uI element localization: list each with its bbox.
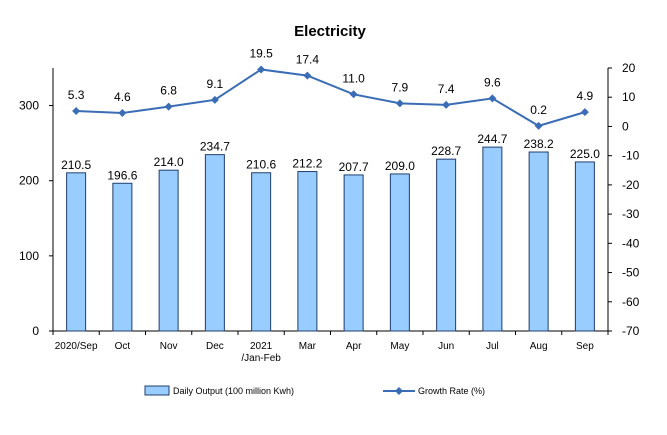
growth-rate-label: 4.6 [114,90,131,104]
left-axis-tick-label: 200 [19,174,39,188]
bar-series: 210.5 196.6 214.0 234.7 210.6 212.2 207.7 209.0… [61,132,600,332]
x-axis-tick-label: Sep [576,341,594,352]
bar [528,151,549,332]
growth-rate-label: 19.5 [249,46,273,60]
bar-value-label: 207.7 [339,160,369,174]
growth-rate-marker [164,102,173,111]
growth-rate-marker [442,100,451,109]
bar-value-label: 225.0 [570,147,600,161]
growth-rate-label: 6.8 [160,84,177,98]
bar [251,172,272,332]
bar [482,146,503,332]
right-axis-tick-label: 10 [622,90,636,104]
growth-rate-label: 0.2 [530,103,547,117]
growth-rate-line [76,68,586,127]
right-axis-tick-label: -50 [622,266,640,280]
bar [297,171,318,332]
bar-value-label: 228.7 [431,144,461,158]
growth-rate-label: 17.4 [296,53,320,67]
x-axis-tick-label: Aug [530,341,548,352]
bar [158,169,179,332]
growth-rate-label: 7.4 [438,82,455,96]
x-axis-tick-label: Jul [486,341,499,352]
bar-value-label: 212.2 [292,157,322,171]
growth-rate-label: 5.3 [68,88,85,102]
growth-rate-marker [534,121,543,130]
growth-rate-marker [395,99,404,108]
bar [204,154,225,332]
bar-value-label: 214.0 [154,155,184,169]
legend: Daily Output (100 million Kwh) Growth Rat… [144,385,485,396]
bar-value-label: 209.0 [385,159,415,173]
right-axis-tick-label: 20 [622,61,636,75]
growth-rate-label: 4.9 [577,89,594,103]
growth-rate-marker [580,108,589,117]
x-axis-tick-label: /Jan-Feb [241,353,281,364]
growth-rate-label: 9.6 [484,75,501,89]
growth-rate-marker [210,95,219,104]
growth-rate-marker [72,106,81,115]
growth-rate-label: 11.0 [342,71,365,85]
line-series: 5.3 4.6 6.8 9.1 19.5 17.4 11.0 7.9 7.4 9.6 0.2 4.9 [68,46,594,130]
growth-rate-marker [257,65,266,74]
x-axis-tick-label: Mar [299,341,317,352]
bar-value-label: 244.7 [477,132,507,146]
x-axis-tick-label: 2020/Sep [55,341,98,352]
legend-bar-label: Daily Output (100 million Kwh) [173,386,294,396]
legend-bar-swatch [144,385,170,396]
left-axis-tick-label: 0 [32,324,39,338]
growth-rate-marker [118,109,127,118]
axes: 010020030020100-10-20-30-40-50-60-702020… [19,61,640,364]
bar [574,161,595,332]
bar-value-label: 234.7 [200,140,230,154]
chart-title: Electricity [294,23,366,40]
bar [436,158,457,332]
x-axis-tick-label: Nov [160,341,178,352]
bar-value-label: 196.6 [107,168,137,182]
growth-rate-label: 7.9 [392,80,409,94]
x-axis-tick-label: May [390,341,409,352]
bar-value-label: 238.2 [524,137,554,151]
bar [66,172,87,332]
x-axis-tick-label: Dec [206,341,224,352]
right-axis-tick-label: -10 [622,149,640,163]
bar [343,174,364,332]
growth-rate-marker [488,94,497,103]
right-axis-tick-label: -70 [622,324,640,338]
right-axis-tick-label: -30 [622,207,640,221]
growth-rate-label: 9.1 [207,77,224,91]
x-axis-tick-label: Jun [438,341,454,352]
right-axis-tick-label: -60 [622,295,640,309]
bar [112,182,133,332]
right-axis-tick-label: 0 [622,119,629,133]
legend-line-marker [395,387,403,395]
right-axis-tick-label: -20 [622,178,640,192]
left-axis-tick-label: 100 [19,249,39,263]
x-axis-tick-label: Apr [346,341,362,352]
x-axis-tick-label: 2021 [250,341,273,352]
right-axis-tick-label: -40 [622,236,640,250]
growth-rate-marker [303,71,312,80]
x-axis-tick-label: Oct [115,341,131,352]
left-axis-tick-label: 300 [19,99,39,113]
bar-value-label: 210.5 [61,158,91,172]
legend-line-label: Growth Rate (%) [418,386,485,396]
bar [389,173,410,332]
growth-rate-marker [349,90,358,99]
bar-value-label: 210.6 [246,158,276,172]
